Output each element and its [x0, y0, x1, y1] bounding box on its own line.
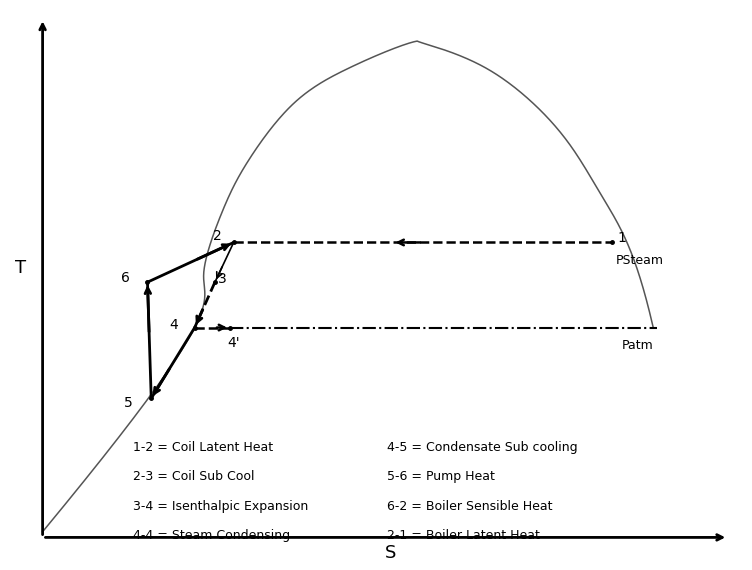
Text: 3-4 = Isenthalpic Expansion: 3-4 = Isenthalpic Expansion	[132, 500, 308, 513]
Text: 6-2 = Boiler Sensible Heat: 6-2 = Boiler Sensible Heat	[387, 500, 553, 513]
Text: 5-6 = Pump Heat: 5-6 = Pump Heat	[387, 470, 495, 483]
Text: 4-5 = Condensate Sub cooling: 4-5 = Condensate Sub cooling	[387, 441, 578, 454]
Text: 4': 4'	[227, 336, 240, 351]
Text: 1-2 = Coil Latent Heat: 1-2 = Coil Latent Heat	[132, 441, 273, 454]
Text: 6: 6	[120, 271, 129, 284]
Text: T: T	[15, 259, 26, 277]
Text: 4-4 = Steam Condensing: 4-4 = Steam Condensing	[132, 530, 290, 543]
Text: 2-3 = Coil Sub Cool: 2-3 = Coil Sub Cool	[132, 470, 254, 483]
Text: 5: 5	[124, 396, 133, 410]
Text: 4: 4	[169, 317, 178, 332]
Text: 3: 3	[218, 272, 227, 286]
Text: 2: 2	[213, 229, 222, 243]
Text: S: S	[385, 544, 396, 562]
Text: 1: 1	[617, 231, 626, 245]
Text: PSteam: PSteam	[616, 254, 664, 267]
Text: Patm: Patm	[621, 339, 653, 352]
Text: 2-1 = Boiler Latent Heat: 2-1 = Boiler Latent Heat	[387, 530, 540, 543]
